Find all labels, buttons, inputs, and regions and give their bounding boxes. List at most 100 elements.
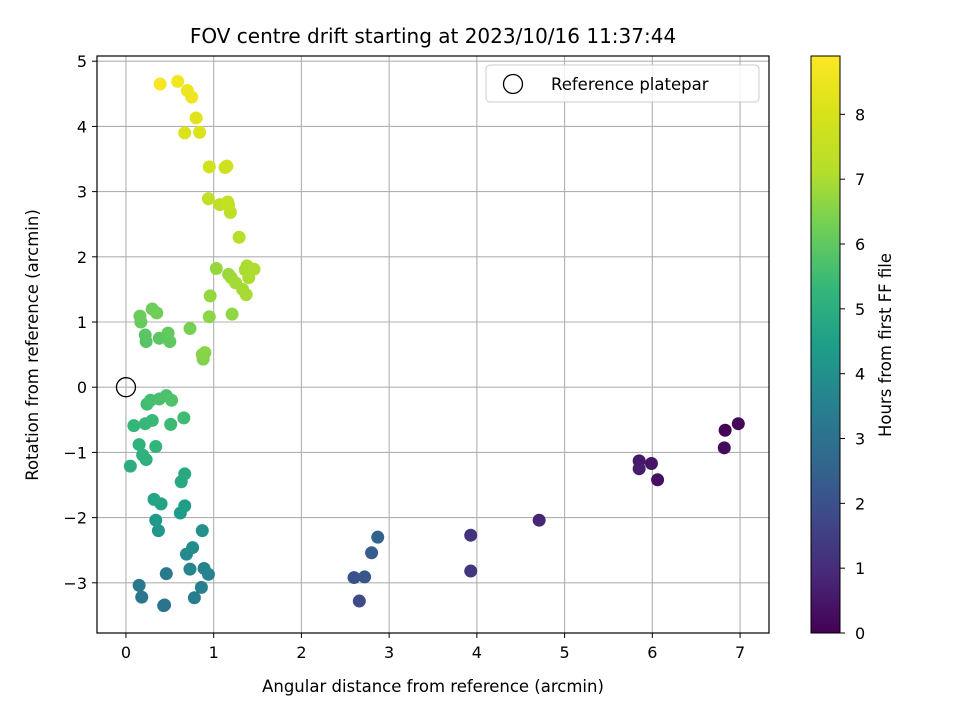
colorbar-tick-label: 5 (855, 300, 865, 319)
data-point (464, 564, 478, 578)
data-point (193, 125, 207, 139)
data-point (198, 346, 212, 360)
x-tick-label: 0 (121, 643, 131, 662)
data-points (123, 74, 745, 613)
y-tick-label: −3 (63, 574, 87, 593)
y-axis-ticks: −3 −2 −1 0 1 2 3 4 5 (63, 52, 97, 593)
x-tick-label: 1 (209, 643, 219, 662)
data-point (127, 419, 141, 433)
data-point (133, 309, 147, 323)
x-tick-label: 7 (735, 643, 745, 662)
data-point (352, 594, 366, 608)
colorbar-tick-label: 7 (855, 170, 865, 189)
data-point (365, 546, 379, 560)
data-point (632, 462, 646, 476)
data-point (132, 438, 146, 452)
x-tick-label: 6 (647, 643, 657, 662)
data-point (225, 307, 239, 321)
data-point (651, 473, 665, 487)
colorbar-tick-label: 3 (855, 430, 865, 449)
colorbar-tick-label: 2 (855, 494, 865, 513)
x-tick-label: 4 (472, 643, 482, 662)
chart-title: FOV centre drift starting at 2023/10/16 … (190, 24, 676, 48)
data-point (171, 74, 185, 88)
data-point (718, 423, 732, 437)
colorbar-ticks: 0 1 2 3 4 5 6 7 8 (840, 105, 865, 643)
data-point (202, 160, 216, 174)
data-point (157, 599, 171, 613)
data-point (178, 499, 192, 513)
x-tick-label: 3 (384, 643, 394, 662)
data-point (209, 262, 223, 276)
x-axis-ticks: 0 1 2 3 4 5 6 7 (121, 633, 745, 662)
data-point (178, 467, 192, 481)
colorbar-tick-label: 6 (855, 235, 865, 254)
reference-marker (115, 377, 137, 398)
data-point (187, 591, 201, 605)
colorbar-gradient (810, 55, 841, 634)
data-point (717, 441, 731, 455)
data-point (194, 580, 208, 594)
data-point (464, 528, 478, 542)
legend: Reference platepar (485, 64, 760, 103)
legend-box (485, 64, 760, 103)
data-point (644, 456, 658, 470)
data-point (202, 310, 216, 324)
data-point (186, 541, 200, 555)
data-point (358, 570, 372, 584)
data-point (159, 567, 173, 581)
data-point (136, 448, 150, 462)
y-tick-label: 1 (77, 313, 87, 332)
data-point (371, 530, 385, 544)
data-point (135, 590, 149, 604)
y-axis-label: Rotation from reference (arcmin) (23, 209, 42, 481)
data-point (180, 84, 194, 98)
colorbar: 0 1 2 3 4 5 6 7 8 Hours from first FF file (810, 55, 895, 643)
data-point (183, 562, 197, 576)
plot-frame (96, 55, 770, 634)
legend-marker-icon (502, 73, 524, 95)
data-point (247, 262, 261, 276)
y-tick-label: −2 (63, 509, 87, 528)
data-point (123, 459, 137, 473)
data-point (203, 289, 217, 303)
data-point (145, 413, 159, 427)
x-axis-label: Angular distance from reference (arcmin) (262, 677, 604, 696)
data-point (201, 192, 215, 206)
data-point (149, 513, 163, 527)
y-tick-label: 3 (77, 183, 87, 202)
x-tick-label: 5 (559, 643, 569, 662)
data-point (731, 417, 745, 431)
data-point (150, 306, 164, 320)
y-tick-label: 2 (77, 248, 87, 267)
data-point (220, 159, 234, 173)
data-point (164, 417, 178, 431)
data-point (347, 571, 361, 585)
grid-lines (97, 56, 769, 633)
data-point (161, 326, 175, 340)
data-point (138, 328, 152, 342)
data-point (189, 111, 203, 125)
reference-point-icon (115, 377, 137, 398)
x-tick-label: 2 (296, 643, 306, 662)
y-tick-label: −1 (63, 443, 87, 462)
data-point (153, 77, 167, 91)
data-point (132, 578, 146, 592)
data-point (197, 561, 211, 575)
colorbar-tick-label: 4 (855, 365, 865, 384)
data-point (232, 230, 246, 244)
data-point (151, 524, 165, 538)
data-point (532, 513, 546, 527)
data-point (149, 440, 163, 454)
colorbar-tick-label: 1 (855, 559, 865, 578)
colorbar-label: Hours from first FF file (876, 253, 895, 437)
colorbar-tick-label: 8 (855, 105, 865, 124)
data-point (147, 492, 161, 506)
data-point (239, 288, 253, 302)
data-point (195, 524, 209, 538)
y-tick-label: 0 (77, 378, 87, 397)
legend-label: Reference platepar (551, 75, 709, 94)
data-point (165, 393, 179, 407)
data-point (183, 322, 197, 336)
